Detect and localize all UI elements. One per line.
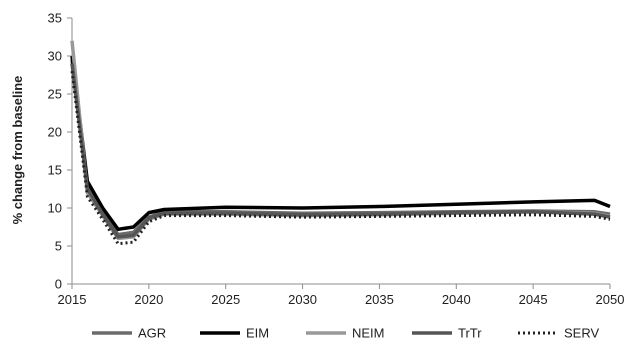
series-line-trtr xyxy=(70,63,611,239)
y-tick-label: 25 xyxy=(48,87,62,102)
y-tick-label: 10 xyxy=(48,201,62,216)
legend-label-serv: SERV xyxy=(564,326,599,341)
y-tick-label: 15 xyxy=(48,163,62,178)
legend-label-trtr: TrTr xyxy=(458,326,482,341)
legend-label-eim: EIM xyxy=(246,326,269,341)
legend: AGR EIM NEIM TrTr SERV xyxy=(92,326,599,341)
x-tick-label: 2045 xyxy=(519,292,548,307)
x-tick-label: 2020 xyxy=(134,292,163,307)
legend-label-agr: AGR xyxy=(138,326,166,341)
y-tick-label: 30 xyxy=(48,49,62,64)
series-line-serv xyxy=(70,71,611,246)
x-tick-label: 2025 xyxy=(211,292,240,307)
legend-label-neim: NEIM xyxy=(352,326,385,341)
x-tick-label: 2050 xyxy=(596,292,625,307)
x-tick-label: 2015 xyxy=(58,292,87,307)
x-tick-label: 2040 xyxy=(442,292,471,307)
y-tick-label: 0 xyxy=(55,277,62,292)
series-line-eim xyxy=(70,55,611,232)
y-tick-label: 20 xyxy=(48,125,62,140)
y-axis-title: % change from baseline xyxy=(10,76,25,225)
y-tick-label: 5 xyxy=(55,239,62,254)
x-tick-label: 2030 xyxy=(288,292,317,307)
x-tick-label: 2035 xyxy=(365,292,394,307)
series-lines xyxy=(70,40,611,246)
y-tick-label: 35 xyxy=(48,11,62,26)
